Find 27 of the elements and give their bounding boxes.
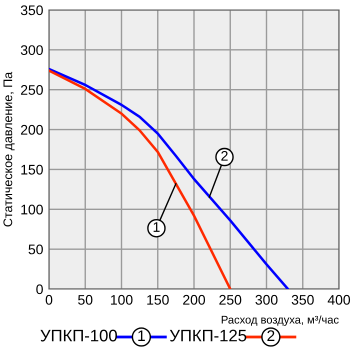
x-tick-label: 0 [46,294,52,305]
y-tick-label: 250 [20,85,43,95]
line-series [49,68,290,289]
y-tick-label: 200 [20,124,43,135]
legend-label: УПКП-100 [40,330,117,342]
x-tick-label: 50 [78,294,92,305]
annotation: 2 [221,150,228,161]
y-tick-label: 100 [21,204,43,214]
x-tick-label: 400 [328,294,350,305]
x-tick-label: 300 [255,294,278,305]
x-tick-label: 100 [110,294,133,305]
legend-label: УПКП-125 [170,330,246,342]
x-tick-label: 350 [292,294,314,305]
x-tick-label: 150 [147,294,169,305]
y-tick-label: 300 [20,45,43,56]
x-axis-title: Расход воздуха, м³/час [222,316,339,326]
line-series [49,69,232,289]
annotation: 1 [154,222,160,232]
y-tick-label: 350 [20,5,43,16]
text: 2 [267,330,274,341]
x-tick-label: 200 [183,294,206,305]
y-tick-label: 0 [36,284,43,294]
text: 1 [138,330,145,341]
y-tick-label: 150 [21,164,43,175]
x-tick-label: 250 [219,294,242,305]
y-tick-label: 50 [28,244,43,254]
y-axis-title: Статическое давление, Па [3,72,15,226]
